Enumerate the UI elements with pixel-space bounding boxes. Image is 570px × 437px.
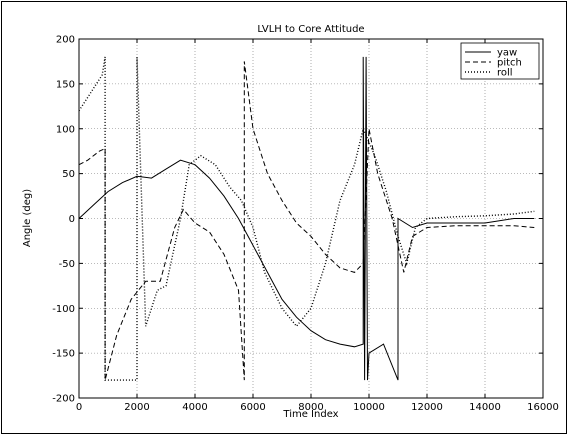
grid-lines (79, 39, 543, 398)
x-tick-label: 12000 (411, 402, 443, 413)
y-tick-label: 150 (56, 79, 75, 90)
y-tick-label: -200 (52, 394, 75, 405)
x-tick-label: 14000 (469, 402, 501, 413)
x-tick-label: 6000 (240, 402, 265, 413)
y-tick-label: -50 (59, 259, 75, 270)
x-axis-label: Time Index (282, 409, 338, 420)
x-tick-label: 4000 (182, 402, 207, 413)
y-axis-ticks: 200 150 100 50 0 -50 -100 -150 -200 (52, 35, 543, 405)
y-tick-label: 50 (62, 169, 75, 180)
y-tick-label: 100 (56, 124, 75, 135)
legend-label-roll: roll (497, 68, 513, 79)
x-tick-label: 0 (76, 402, 82, 413)
series-line-yaw (78, 56, 535, 381)
y-tick-label: -100 (52, 304, 75, 315)
y-tick-label: 0 (69, 214, 75, 225)
x-tick-label: 16000 (527, 402, 559, 413)
x-tick-label: 10000 (353, 402, 385, 413)
y-tick-label: 200 (56, 35, 75, 46)
x-axis-ticks: 0 2000 4000 6000 8000 10000 12000 14000 16000 (76, 39, 559, 413)
y-tick-label: -150 (52, 349, 75, 360)
series-lines (78, 56, 535, 381)
y-axis-label: Angle (deg) (22, 189, 33, 247)
x-tick-label: 8000 (298, 402, 323, 413)
legend-box (460, 42, 540, 80)
chart-title: LVLH to Core Attitude (257, 24, 364, 35)
series-line-pitch (78, 61, 535, 381)
x-tick-label: 2000 (124, 402, 149, 413)
series-line-roll (78, 56, 535, 381)
legend-label-yaw: yaw (497, 48, 517, 59)
legend-label-pitch: pitch (497, 58, 522, 69)
